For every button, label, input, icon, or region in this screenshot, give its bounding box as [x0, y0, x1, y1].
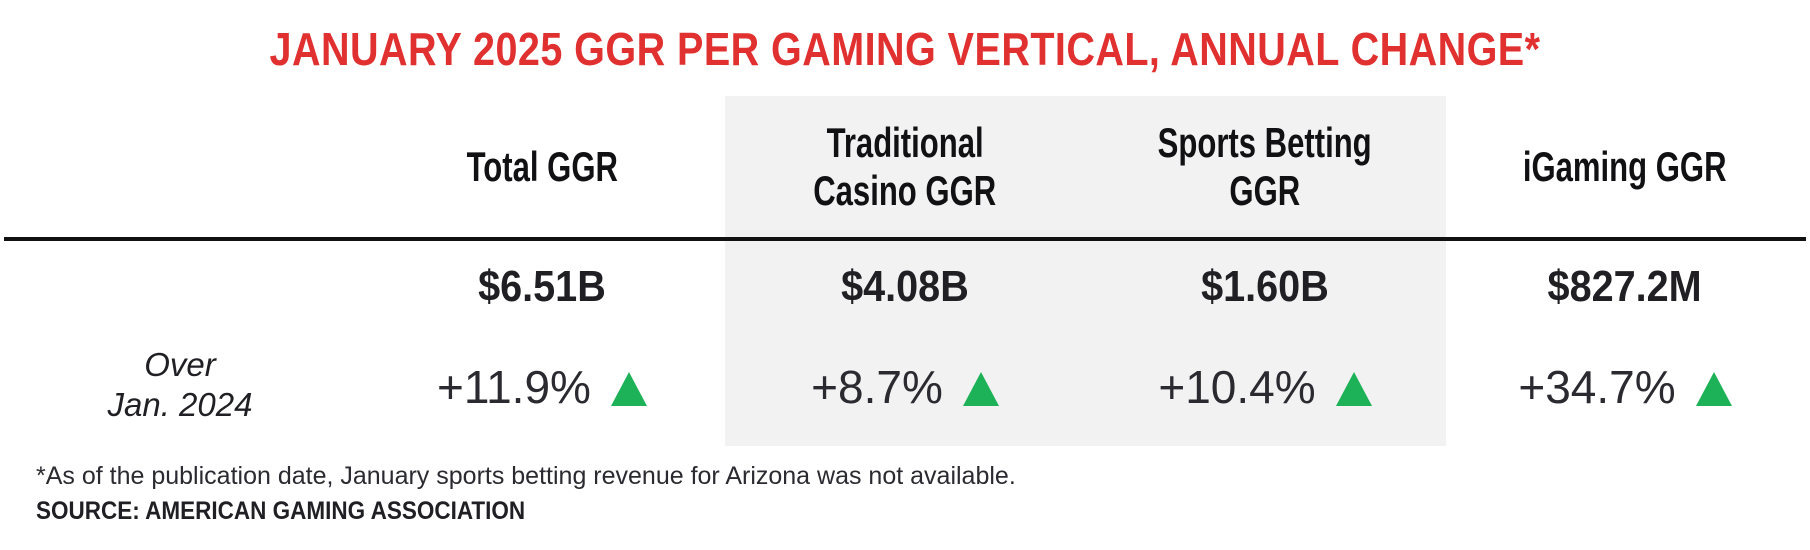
- column-header-line1: Sports Betting: [1157, 119, 1372, 166]
- column-header-total-ggr: Total GGR: [362, 112, 722, 222]
- header-divider: [4, 237, 1806, 241]
- column-header-igaming: iGaming GGR: [1445, 112, 1805, 222]
- column-header-sports-betting: Sports Betting GGR: [1085, 112, 1445, 222]
- value-traditional-casino: $4.08B: [841, 262, 969, 311]
- green-up-triangle-icon: [1335, 372, 1372, 406]
- page-title: JANUARY 2025 GGR PER GAMING VERTICAL, AN…: [269, 23, 1541, 75]
- row-label-line2: Jan. 2024: [107, 386, 253, 423]
- column-header-line2: GGR: [1229, 167, 1301, 214]
- value-sports-betting: $1.60B: [1201, 262, 1329, 311]
- row-label-line1: Over: [144, 346, 216, 383]
- value-igaming: $827.2M: [1547, 262, 1703, 311]
- change-percent: +10.4%: [1158, 361, 1316, 413]
- column-header-traditional-casino: Traditional Casino GGR: [725, 112, 1085, 222]
- change-percent: +8.7%: [811, 361, 943, 413]
- row-label-over-jan-2024: Over Jan. 2024: [60, 345, 300, 425]
- value-total-ggr: $6.51B: [478, 262, 606, 311]
- change-percent: +34.7%: [1518, 361, 1676, 413]
- source-credit: SOURCE: AMERICAN GAMING ASSOCIATION: [36, 497, 526, 525]
- column-header-line2: Casino GGR: [813, 167, 997, 214]
- column-header-line1: Total GGR: [466, 143, 618, 190]
- shaded-column-group: [725, 96, 1446, 446]
- change-traditional-casino: +8.7%: [725, 357, 1085, 417]
- footnote: *As of the publication date, January spo…: [36, 462, 1016, 490]
- change-sports-betting: +10.4%: [1085, 357, 1445, 417]
- change-igaming: +34.7%: [1445, 357, 1805, 417]
- column-header-line1: iGaming GGR: [1523, 143, 1727, 190]
- green-up-triangle-icon: [1695, 372, 1732, 406]
- change-total-ggr: +11.9%: [362, 357, 722, 417]
- green-up-triangle-icon: [962, 372, 999, 406]
- change-percent: +11.9%: [437, 361, 591, 413]
- green-up-triangle-icon: [610, 372, 647, 406]
- column-header-line1: Traditional: [826, 119, 984, 166]
